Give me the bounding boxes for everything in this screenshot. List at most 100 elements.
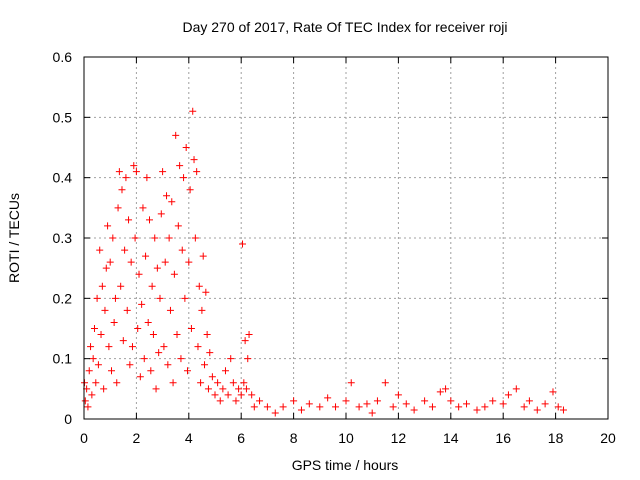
data-point: [111, 294, 119, 302]
data-point: [271, 409, 279, 417]
data-point: [463, 400, 471, 408]
data-point: [381, 379, 389, 387]
data-point: [198, 306, 206, 314]
data-point: [189, 107, 197, 115]
data-point: [173, 331, 181, 339]
data-point: [81, 397, 89, 405]
data-point: [159, 168, 167, 176]
data-point: [115, 168, 123, 176]
data-point: [142, 252, 150, 260]
data-point: [88, 391, 96, 399]
data-point: [169, 379, 177, 387]
data-point: [160, 343, 168, 351]
x-tick-label: 6: [237, 430, 245, 446]
data-point: [316, 403, 324, 411]
data-point: [227, 355, 235, 363]
data-points: [81, 107, 567, 417]
data-point: [541, 400, 549, 408]
data-point: [170, 270, 178, 278]
data-point: [305, 400, 313, 408]
data-point: [256, 397, 264, 405]
data-point: [436, 388, 444, 396]
data-point: [117, 282, 125, 290]
data-point: [101, 306, 109, 314]
data-point: [402, 400, 410, 408]
data-point: [297, 406, 305, 414]
data-point: [549, 388, 557, 396]
data-point: [140, 355, 148, 363]
data-point: [119, 337, 127, 345]
data-point: [241, 337, 249, 345]
data-point: [126, 361, 134, 369]
data-point: [428, 403, 436, 411]
data-point: [96, 246, 104, 254]
data-point: [152, 385, 160, 393]
data-point: [219, 385, 227, 393]
data-point: [147, 367, 155, 375]
data-point: [244, 355, 252, 363]
data-point: [123, 306, 131, 314]
data-point: [455, 403, 463, 411]
data-point: [347, 379, 355, 387]
data-point: [191, 234, 199, 242]
data-point: [106, 258, 114, 266]
x-tick-label: 10: [338, 430, 354, 446]
data-point: [143, 174, 151, 182]
data-point: [92, 379, 100, 387]
data-point: [136, 373, 144, 381]
data-point: [165, 234, 173, 242]
data-point: [135, 270, 143, 278]
data-point: [118, 186, 126, 194]
data-point: [163, 192, 171, 200]
data-point: [130, 162, 138, 170]
data-point: [155, 349, 163, 357]
y-tick-label: 0.4: [53, 170, 73, 186]
y-axis-label: ROTI / TECUs: [6, 193, 22, 283]
data-point: [90, 325, 98, 332]
data-point: [121, 246, 129, 254]
data-point: [193, 168, 201, 176]
data-point: [363, 400, 371, 408]
data-point: [263, 403, 271, 411]
data-point: [389, 403, 397, 411]
data-point: [105, 343, 113, 351]
x-tick-label: 2: [133, 430, 141, 446]
y-tick-label: 0.3: [53, 230, 73, 246]
data-point: [151, 234, 159, 242]
data-point: [229, 379, 237, 387]
data-point: [235, 385, 243, 393]
data-point: [559, 406, 567, 414]
data-point: [148, 282, 156, 290]
data-point: [161, 258, 169, 266]
x-tick-label: 0: [80, 430, 88, 446]
x-tick-label: 20: [600, 430, 616, 446]
data-point: [512, 385, 520, 393]
data-point: [113, 379, 121, 387]
data-point: [85, 367, 93, 375]
data-point: [342, 397, 350, 405]
data-point: [157, 210, 165, 218]
data-point: [166, 306, 174, 314]
x-tick-label: 12: [391, 430, 407, 446]
data-point: [245, 331, 253, 339]
data-point: [499, 400, 507, 408]
data-point: [139, 204, 147, 212]
data-point: [279, 403, 287, 411]
data-point: [94, 361, 102, 369]
data-point: [242, 385, 250, 393]
x-tick-labels: 0 2 4 6 8 10 12 14 16 18 20: [80, 430, 616, 446]
x-tick-label: 8: [290, 430, 298, 446]
data-point: [168, 198, 176, 206]
data-point: [110, 318, 118, 326]
y-tick-label: 0.2: [53, 290, 73, 306]
data-point: [181, 294, 189, 302]
data-point: [180, 174, 188, 182]
data-point: [208, 373, 216, 381]
data-point: [104, 222, 112, 230]
y-tick-labels: 0 0.1 0.2 0.3 0.4 0.5 0.6: [53, 49, 73, 427]
data-point: [144, 318, 152, 326]
data-point: [554, 403, 562, 411]
data-point: [134, 325, 142, 332]
data-point: [201, 361, 209, 369]
